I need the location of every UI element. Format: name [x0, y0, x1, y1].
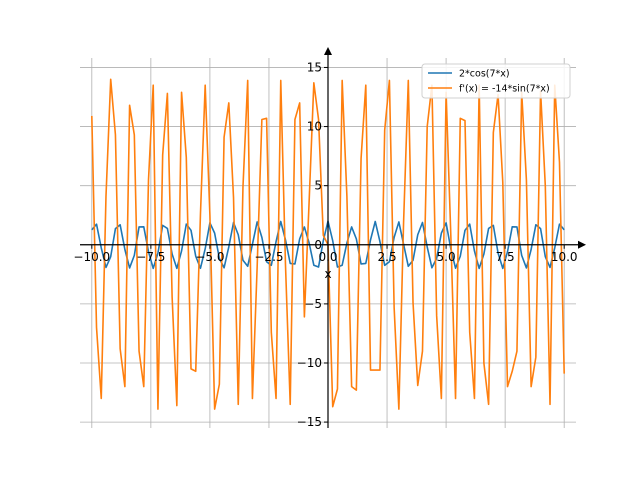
y-tick-label-1: −10 — [297, 356, 322, 370]
y-tick-label-4: 5 — [314, 179, 322, 193]
y-tick-label-3: 0 — [314, 238, 322, 252]
x-tick-label-6: 5.0 — [437, 250, 456, 264]
legend-box — [421, 63, 571, 99]
y-tick-label-5: 10 — [307, 120, 322, 134]
ticks: −10.0 −7.5 −5.0 −2.5 0.0 2.5 5.0 7.5 10.0 −15 −10 −… — [73, 60, 577, 429]
legend-entry-0: 2*cos(7*x) — [459, 69, 510, 80]
axes — [80, 47, 586, 428]
legend: 2*cos(7*x) f'(x) = -14*sin(7*x) — [421, 63, 571, 99]
x-tick-label-5: 2.5 — [378, 250, 397, 264]
x-tick-label-1: −7.5 — [136, 250, 165, 264]
x-axis-arrow-icon — [578, 240, 586, 249]
x-axis-label: x — [324, 267, 331, 281]
y-tick-label-0: −15 — [297, 415, 322, 429]
x-tick-label-3: −2.5 — [254, 250, 283, 264]
legend-entry-1: f'(x) = -14*sin(7*x) — [459, 84, 550, 95]
y-tick-label-2: −5 — [304, 297, 322, 311]
y-tick-label-6: 15 — [307, 60, 322, 74]
x-tick-label-4: 0.0 — [318, 250, 337, 264]
y-axis-arrow-icon — [324, 47, 332, 55]
x-tick-label-0: −10.0 — [73, 250, 110, 264]
x-tick-label-2: −5.0 — [195, 250, 224, 264]
x-tick-label-7: 7.5 — [496, 250, 515, 264]
x-tick-label-8: 10.0 — [551, 250, 578, 264]
